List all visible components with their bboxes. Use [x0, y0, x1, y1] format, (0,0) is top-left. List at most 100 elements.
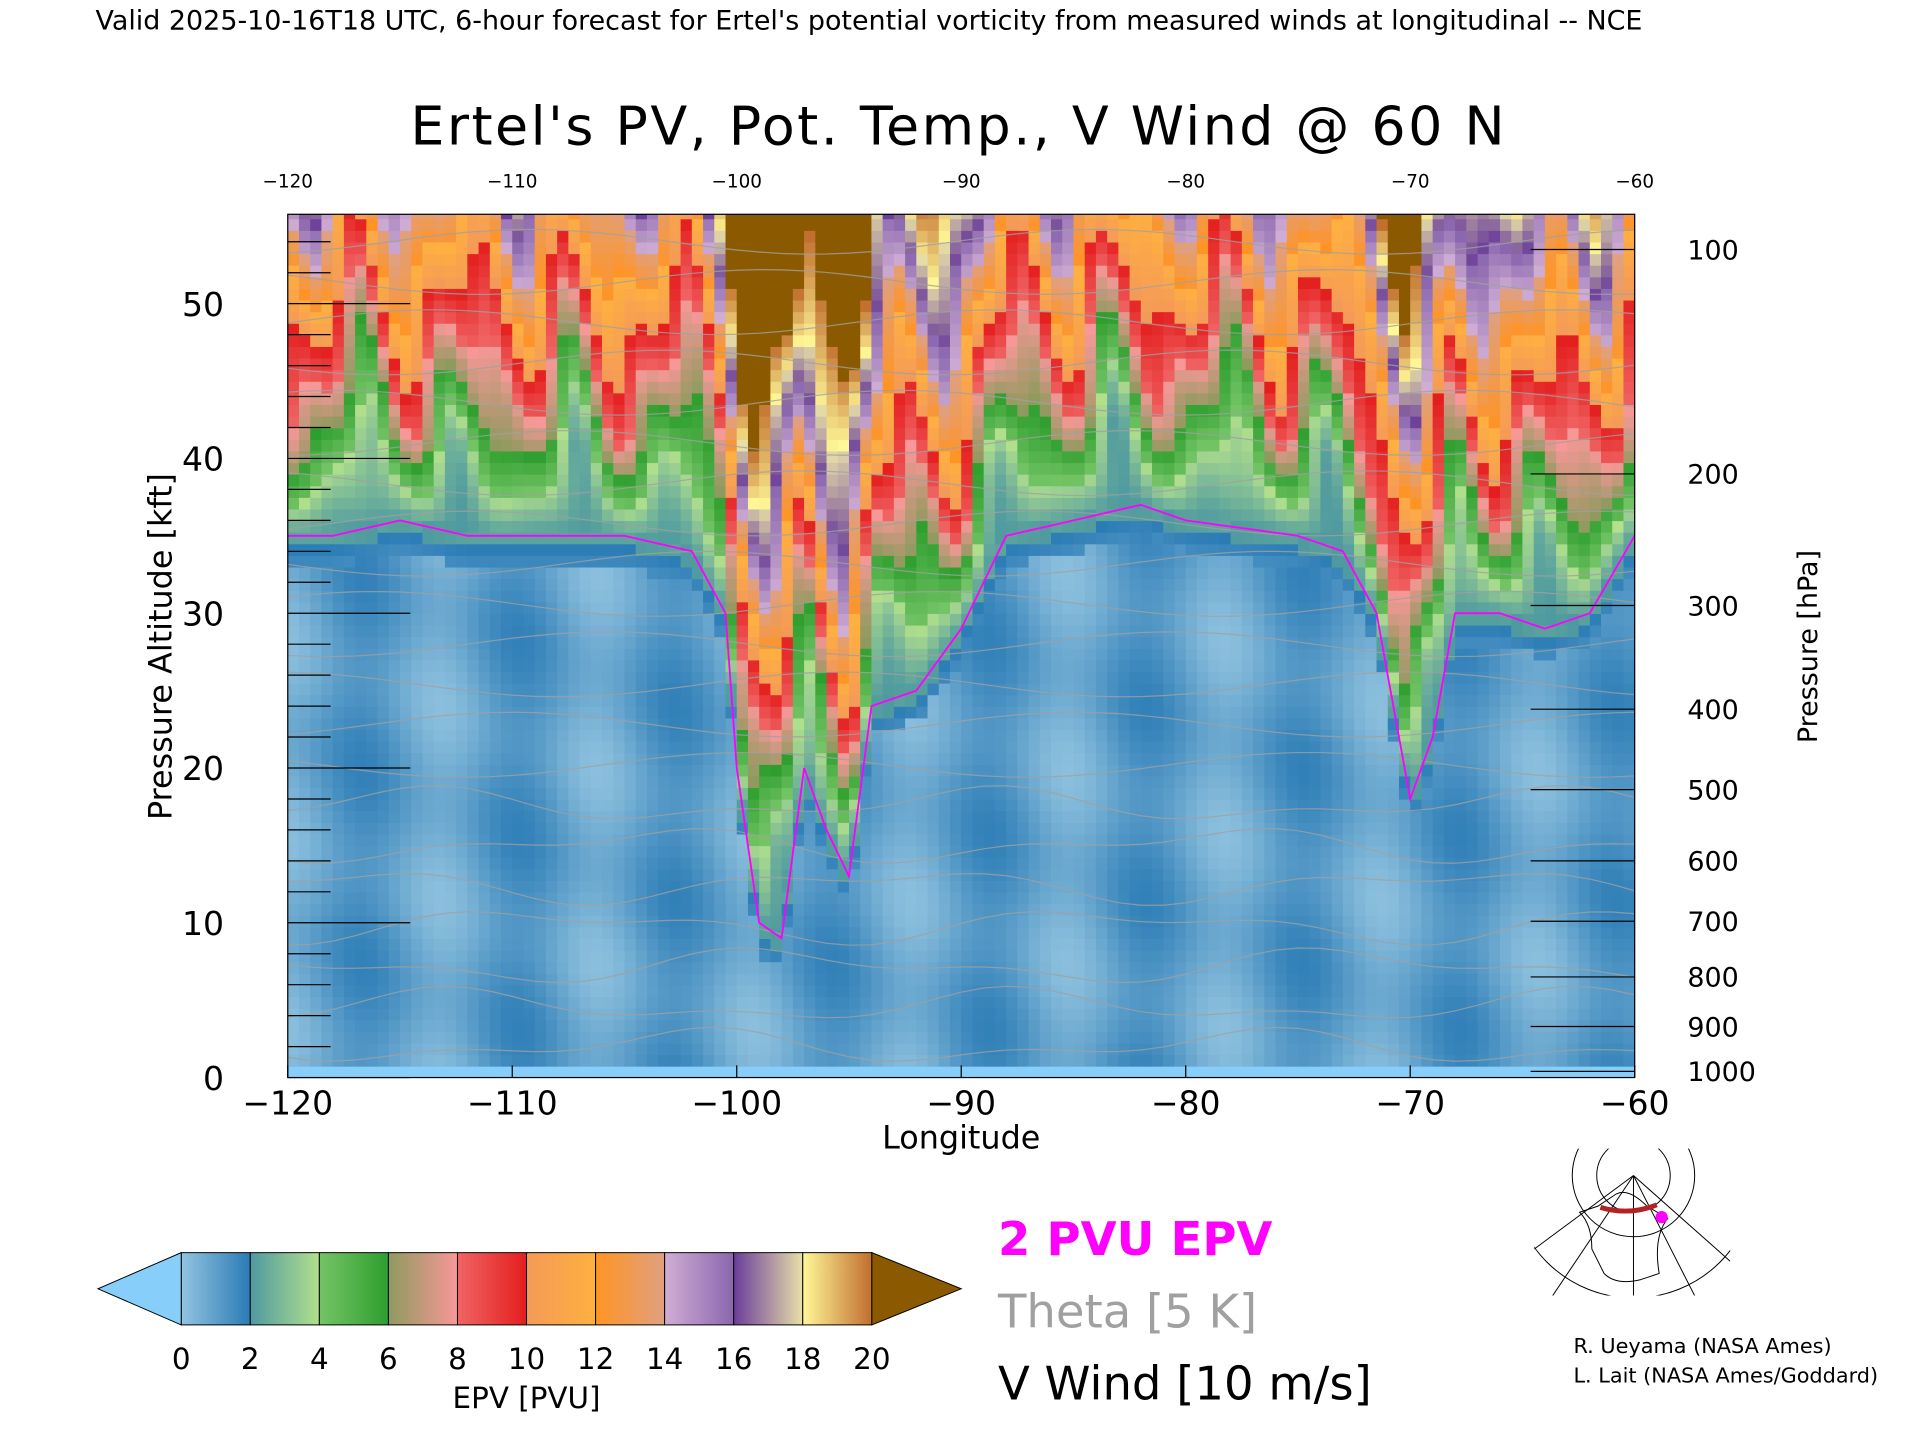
heatmap-cell: [400, 624, 412, 638]
heatmap-cell: [557, 938, 570, 951]
heatmap-cell: [456, 241, 469, 255]
heatmap-cell: [489, 775, 502, 789]
heatmap-cell: [444, 903, 457, 916]
heatmap-cell: [377, 334, 390, 347]
heatmap-cell: [523, 323, 536, 336]
heatmap-cell: [792, 253, 805, 266]
heatmap-cell: [893, 671, 906, 684]
heatmap-cell: [332, 381, 345, 394]
heatmap-cell: [501, 973, 513, 986]
heatmap-cell: [310, 671, 323, 684]
heatmap-cell: [658, 357, 671, 371]
heatmap-cell: [377, 485, 390, 498]
heatmap-cell: [343, 334, 356, 347]
heatmap-cell: [1017, 218, 1030, 231]
heatmap-cell: [512, 694, 525, 707]
heatmap-cell: [994, 381, 1007, 394]
heatmap-cell: [994, 415, 1007, 429]
heatmap-cell: [927, 230, 940, 243]
heatmap-cell: [927, 648, 940, 661]
heatmap-cell: [489, 415, 502, 429]
heatmap-cell: [298, 531, 311, 545]
heatmap-cell: [298, 508, 311, 522]
heatmap-cell: [938, 473, 951, 487]
heatmap-cell: [905, 833, 918, 847]
heatmap-cell: [433, 845, 446, 858]
heatmap-cell: [804, 613, 817, 626]
heatmap-cell: [725, 787, 738, 800]
heatmap-cell: [534, 346, 547, 359]
heatmap-cell: [905, 214, 918, 220]
heatmap-cell: [781, 822, 794, 835]
heatmap-cell: [377, 903, 390, 916]
heatmap-cell: [534, 856, 547, 870]
heatmap-cell: [501, 462, 513, 475]
heatmap-cell: [916, 856, 929, 870]
heatmap-cell: [478, 926, 491, 939]
heatmap-cell: [759, 1065, 772, 1078]
heatmap-cell: [826, 810, 839, 823]
heatmap-cell: [355, 1031, 368, 1044]
heatmap-cell: [983, 1054, 996, 1067]
heatmap-cell: [310, 230, 323, 243]
heatmap-cell: [501, 1019, 513, 1032]
heatmap-cell: [747, 787, 760, 800]
heatmap-cell: [523, 462, 536, 475]
heatmap-cell: [1028, 717, 1041, 731]
heatmap-cell: [905, 427, 918, 440]
heatmap-cell: [950, 531, 962, 545]
heatmap-cell: [871, 439, 884, 452]
heatmap-cell: [815, 264, 828, 278]
heatmap-cell: [489, 717, 502, 731]
heatmap-cell: [815, 822, 828, 835]
heatmap-cell: [916, 543, 929, 556]
heatmap-cell: [590, 729, 603, 742]
heatmap-cell: [770, 775, 783, 789]
heatmap-cell: [680, 276, 693, 289]
heatmap-cell: [590, 264, 603, 278]
heatmap-cell: [983, 1042, 996, 1056]
heatmap-cell: [994, 508, 1007, 522]
heatmap-cell: [860, 323, 873, 336]
heatmap-cell: [938, 392, 951, 406]
heatmap-cell: [444, 578, 457, 591]
heatmap-cell: [1017, 775, 1030, 789]
heatmap-cell: [1006, 311, 1019, 324]
heatmap-cell: [433, 450, 446, 464]
heatmap-cell: [624, 787, 637, 800]
heatmap-cell: [882, 1065, 895, 1078]
heatmap-cell: [905, 497, 918, 510]
heatmap-cell: [321, 404, 334, 417]
heatmap-cell: [512, 276, 525, 289]
heatmap-cell: [703, 1019, 716, 1032]
heatmap-cell: [512, 520, 525, 533]
heatmap-cell: [669, 984, 682, 998]
heatmap-cell: [512, 508, 525, 522]
heatmap-cell: [703, 648, 716, 661]
heatmap-cell: [961, 764, 974, 777]
heatmap-cell: [355, 915, 368, 928]
heatmap-cell: [938, 833, 951, 847]
heatmap-cell: [545, 1019, 558, 1032]
heatmap-cell: [747, 253, 760, 266]
heatmap-cell: [714, 531, 727, 545]
heatmap-cell: [703, 694, 716, 707]
heatmap-cell: [950, 1007, 962, 1021]
heatmap-cell: [759, 845, 772, 858]
heatmap-cell: [321, 682, 334, 696]
heatmap-cell: [848, 868, 861, 881]
heatmap-cell: [422, 938, 435, 951]
heatmap-cell: [916, 230, 929, 243]
heatmap-cell: [658, 752, 671, 765]
heatmap-cell: [343, 1007, 356, 1021]
heatmap-cell: [635, 323, 648, 336]
heatmap-cell: [804, 915, 817, 928]
heatmap-cell: [602, 740, 614, 754]
heatmap-cell: [489, 299, 502, 313]
heatmap-cell: [972, 636, 985, 649]
heatmap-cell: [972, 624, 985, 638]
heatmap-cell: [400, 230, 412, 243]
heatmap-cell: [377, 996, 390, 1009]
heatmap-cell: [579, 1065, 592, 1078]
heatmap-cell: [792, 613, 805, 626]
